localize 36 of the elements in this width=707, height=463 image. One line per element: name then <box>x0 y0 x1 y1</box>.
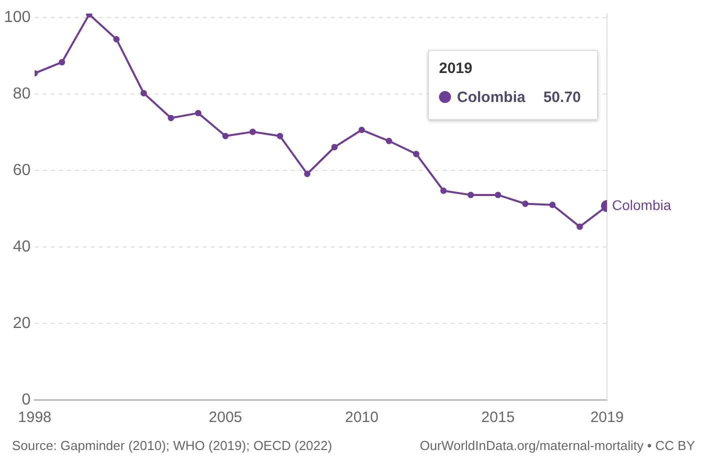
point <box>440 188 447 194</box>
x-tick-label: 2010 <box>345 409 378 426</box>
text: Colombia <box>612 196 672 213</box>
point <box>58 58 66 66</box>
point <box>113 36 120 42</box>
point <box>413 150 420 158</box>
x-tick-label: 2005 <box>208 409 242 426</box>
point <box>468 192 474 198</box>
point <box>549 202 556 208</box>
point <box>168 114 174 122</box>
point <box>250 128 256 136</box>
legend-label: Colombia <box>457 89 526 106</box>
x-tick-label: 2019 <box>590 409 624 426</box>
y-tick-label: 60 <box>12 162 31 179</box>
x-tick-label: 1998 <box>18 409 52 426</box>
annotation: 50.70 <box>543 89 581 106</box>
source-note: Source: Gapminder (2010); WHO (2019); OECD (2022) <box>12 438 332 453</box>
point <box>386 138 392 144</box>
y-tick-label: 100 <box>4 8 31 26</box>
y-tick-label: 0 <box>22 391 31 408</box>
x-tick-label: 2015 <box>481 409 515 426</box>
point <box>358 126 365 134</box>
point <box>522 200 528 207</box>
point <box>304 170 310 178</box>
point <box>494 192 502 198</box>
text: OurWorldInData.org/maternal-mortality • CC BY <box>420 438 695 453</box>
point <box>222 132 229 140</box>
y-tick-label: 40 <box>12 238 31 256</box>
point <box>276 132 284 140</box>
annotation: 2019 <box>439 60 472 77</box>
y-tick-label: 80 <box>12 85 31 102</box>
point <box>140 90 147 96</box>
point <box>576 223 583 230</box>
point <box>331 144 338 150</box>
point <box>195 110 202 116</box>
y-tick-label: 20 <box>12 314 31 332</box>
